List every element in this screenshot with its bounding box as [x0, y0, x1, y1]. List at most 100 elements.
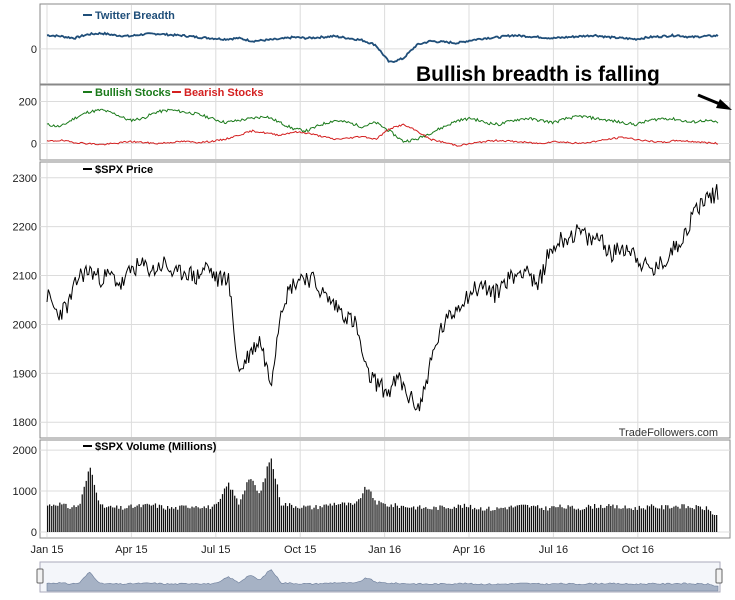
volume-bar	[248, 479, 250, 532]
volume-bar	[390, 504, 392, 532]
volume-bar	[465, 506, 468, 532]
volume-bar	[396, 505, 398, 532]
volume-bar	[441, 505, 443, 532]
y-tick-label: 2300	[13, 173, 37, 185]
volume-bar	[533, 505, 535, 532]
volume-bar	[610, 506, 612, 532]
volume-bar	[504, 507, 506, 532]
volume-bar	[709, 511, 712, 532]
volume-bar	[469, 504, 472, 532]
volume-bar	[164, 509, 167, 532]
volume-bar	[142, 504, 144, 532]
volume-bar	[419, 505, 421, 532]
volume-bar	[606, 506, 608, 532]
volume-bar	[352, 504, 354, 532]
volume-bar	[679, 508, 681, 532]
y-tick-label: 1000	[13, 486, 37, 498]
volume-bar	[502, 508, 504, 532]
volume-bar	[238, 504, 240, 532]
volume-bar	[404, 507, 407, 532]
twitter-series-line	[46, 31, 719, 63]
volume-bar	[492, 510, 494, 532]
twitter-breadth-panel	[39, 3, 731, 85]
volume-bar	[514, 506, 516, 532]
volume-bar	[103, 507, 106, 532]
volume-bar	[108, 506, 110, 532]
twitter-legend: Twitter Breadth	[83, 10, 175, 22]
volume-bar	[655, 507, 657, 532]
volume-bar	[591, 508, 594, 532]
volume-bar	[581, 509, 584, 532]
volume-bar	[256, 490, 258, 532]
volume-bar	[691, 508, 693, 532]
volume-bar	[461, 507, 464, 532]
volume-bar	[398, 508, 401, 532]
volume-bar	[169, 508, 171, 532]
volume-bar	[705, 506, 708, 532]
volume-bar	[246, 482, 248, 532]
volume-bar	[158, 504, 161, 532]
volume-bar	[549, 508, 551, 532]
volume-bar	[215, 503, 218, 532]
volume-bar	[388, 506, 390, 532]
volume-bar	[291, 504, 293, 532]
volume-bar	[640, 508, 642, 532]
y-tick-label: 200	[19, 97, 37, 109]
navigator-left-handle[interactable]	[36, 568, 44, 584]
volume-bar	[547, 510, 549, 532]
volume-bar	[616, 505, 618, 532]
volume-bar	[234, 495, 236, 532]
volume-bar	[402, 505, 405, 532]
volume-bar	[638, 505, 640, 532]
volume-bar	[51, 506, 53, 532]
volume-bar	[278, 497, 281, 532]
volume-bar	[201, 508, 203, 532]
navigator[interactable]	[36, 561, 723, 593]
x-tick-label: Apr 16	[453, 544, 485, 556]
volume-bar	[559, 504, 561, 532]
volume-bar	[91, 474, 93, 532]
volume-bar	[594, 504, 596, 532]
volume-bar	[583, 509, 586, 532]
volume-bar	[366, 489, 368, 532]
volume-bar	[406, 507, 409, 532]
volume-bar	[530, 506, 533, 532]
volume-bar	[193, 507, 195, 532]
volume-bar	[136, 505, 138, 532]
volume-bar	[329, 503, 331, 532]
volume-bar	[122, 509, 124, 532]
y-tick-label: 2000	[13, 319, 37, 331]
navigator-right-handle[interactable]	[715, 568, 723, 584]
volume-bar	[244, 490, 246, 532]
volume-bar	[437, 509, 439, 532]
volume-bar	[333, 502, 335, 532]
volume-bar	[61, 504, 63, 532]
volume-bar	[199, 508, 201, 532]
volume-bar	[63, 503, 65, 532]
volume-bar	[526, 505, 529, 532]
volume-bar	[260, 490, 262, 532]
volume-bar	[376, 504, 378, 532]
volume-bar	[535, 506, 537, 532]
x-tick-label: Jan 16	[368, 544, 401, 556]
volume-bar	[97, 500, 100, 532]
volume-bar	[309, 505, 311, 532]
volume-bar	[360, 498, 362, 532]
volume-bar	[439, 505, 441, 532]
volume-bar	[685, 508, 687, 532]
volume-bar	[85, 480, 87, 532]
volume-bar	[577, 508, 579, 532]
y-tick-label: 2200	[13, 222, 37, 234]
y-tick-label: 1800	[13, 417, 37, 429]
volume-bar	[494, 510, 496, 532]
volume-bar	[563, 508, 565, 532]
volume-bar	[598, 507, 600, 532]
volume-bar	[301, 507, 303, 532]
volume-bar	[510, 505, 512, 532]
volume-bar	[205, 508, 207, 532]
bullish-legend-label: Bullish Stocks	[95, 87, 171, 99]
volume-bar	[459, 505, 462, 532]
volume-bar	[152, 504, 154, 532]
volume-bar	[687, 506, 689, 532]
